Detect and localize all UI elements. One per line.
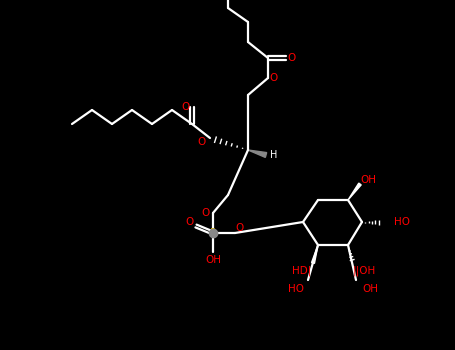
Polygon shape [248,150,267,158]
Text: ||OH: ||OH [352,266,376,276]
Polygon shape [312,245,318,264]
Text: O: O [201,208,209,218]
Text: OH: OH [360,175,376,185]
Text: O: O [235,223,243,233]
Text: HD|: HD| [292,266,312,276]
Text: OH: OH [205,255,221,265]
Text: HO: HO [288,284,304,294]
Text: O: O [198,137,206,147]
Text: O: O [185,217,193,227]
Text: HO: HO [394,217,410,227]
Text: P: P [210,228,216,238]
Text: O: O [181,102,189,112]
Text: OH: OH [362,284,378,294]
Text: O: O [287,53,295,63]
Text: O: O [269,73,277,83]
Text: H: H [270,150,278,160]
Polygon shape [348,183,361,200]
